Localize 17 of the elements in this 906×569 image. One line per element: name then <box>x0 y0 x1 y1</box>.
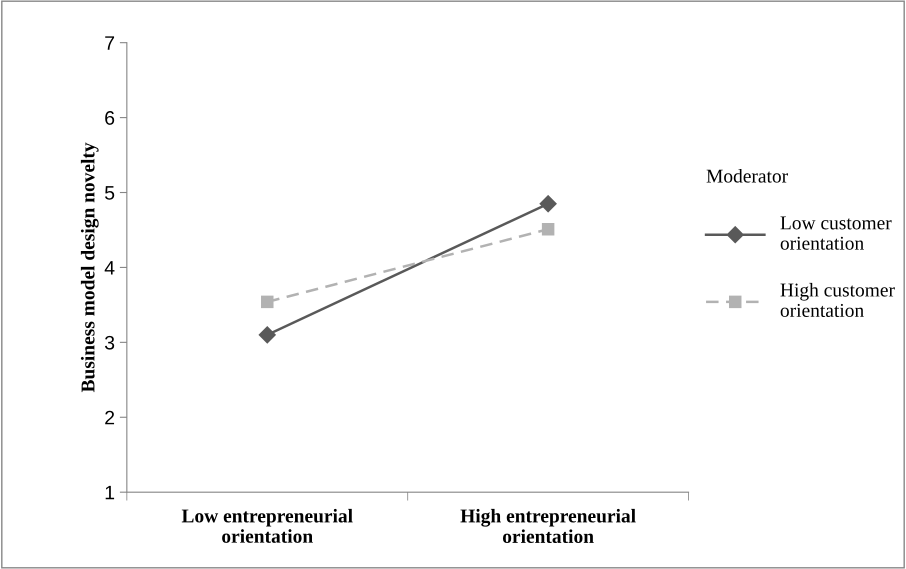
y-tick-label: 4 <box>104 261 114 274</box>
legend-label: Low customer orientation <box>780 216 892 250</box>
y-tick-label: 6 <box>105 111 114 125</box>
y-tick-label: 1 <box>106 486 114 500</box>
x-tick-label: High entrepreneurial orientation <box>460 508 636 544</box>
y-axis-title: Business model design novelty <box>80 142 99 392</box>
y-tick-label: 3 <box>104 336 114 350</box>
y-tick-label: 5 <box>105 186 114 200</box>
point <box>258 326 276 344</box>
y-tick-label: 2 <box>105 410 114 424</box>
legend-title: Moderator <box>706 168 788 183</box>
point <box>542 222 554 236</box>
legend-label: High customer orientation <box>780 282 895 317</box>
point <box>540 195 557 212</box>
point <box>261 296 274 308</box>
y-tick-label: 7 <box>105 36 114 50</box>
x-tick-label: Low entrepreneurial orientation <box>182 508 353 543</box>
